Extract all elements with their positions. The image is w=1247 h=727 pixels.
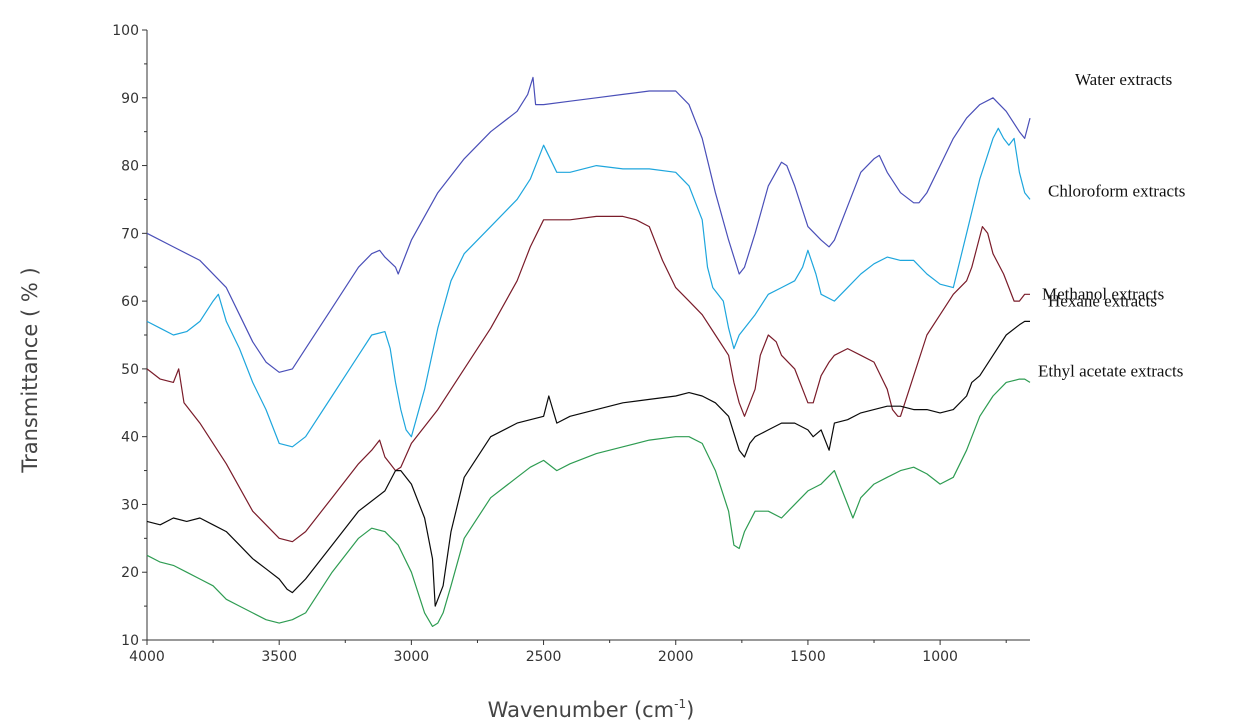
y-axis-title: Transmittance ( % ) (18, 267, 42, 473)
series-label-ethyl-acetate-extracts: Ethyl acetate extracts (1038, 361, 1183, 380)
plot-series (146, 76, 1031, 628)
y-tick-label: 80 (121, 159, 139, 175)
x-tick-label: 3500 (261, 649, 297, 665)
y-tick-label: 50 (121, 362, 139, 378)
series-label-water-extracts: Water extracts (1075, 70, 1172, 89)
y-tick-label: 70 (121, 226, 139, 242)
x-tick-label: 1000 (922, 649, 958, 665)
series-line-hexane-extracts (146, 320, 1030, 607)
series-label-hexane-extracts: Hexane extracts (1048, 291, 1157, 310)
y-tick-label: 100 (112, 23, 139, 39)
x-axis-title: Wavenumber (cm-1) (488, 697, 695, 722)
x-tick-label: 4000 (129, 649, 165, 665)
x-ticks: 4000 3500 3000 2500 2000 1500 1000 (129, 640, 1007, 665)
y-tick-label: 60 (121, 294, 139, 310)
series-line-ethyl-acetate-extracts (146, 378, 1031, 628)
series-label-methanol-extracts: Methanol extracts (1042, 284, 1164, 303)
x-axis-title-superscript: -1 (674, 697, 686, 711)
series-labels: Water extracts Chloroform extracts Methano… (1038, 70, 1185, 380)
x-tick-label: 1500 (790, 649, 826, 665)
series-line-methanol-extracts (146, 215, 1030, 543)
series-line-chloroform-extracts (146, 127, 1031, 448)
x-axis-title-main: Wavenumber (cm (488, 698, 674, 722)
y-tick-label: 40 (121, 430, 139, 446)
y-tick-label: 20 (121, 565, 139, 581)
y-tick-label: 30 (121, 497, 139, 513)
axes (146, 30, 1030, 641)
y-tick-label: 10 (121, 633, 139, 649)
y-ticks: 10 20 30 40 50 60 70 80 90 100 (112, 23, 147, 649)
x-tick-label: 2000 (658, 649, 694, 665)
series-label-chloroform-extracts: Chloroform extracts (1048, 181, 1185, 200)
series-line-water-extracts (146, 76, 1031, 373)
x-tick-label: 2500 (526, 649, 562, 665)
x-tick-label: 3000 (394, 649, 430, 665)
x-axis-title-close: ) (686, 698, 694, 722)
y-tick-label: 90 (121, 91, 139, 107)
